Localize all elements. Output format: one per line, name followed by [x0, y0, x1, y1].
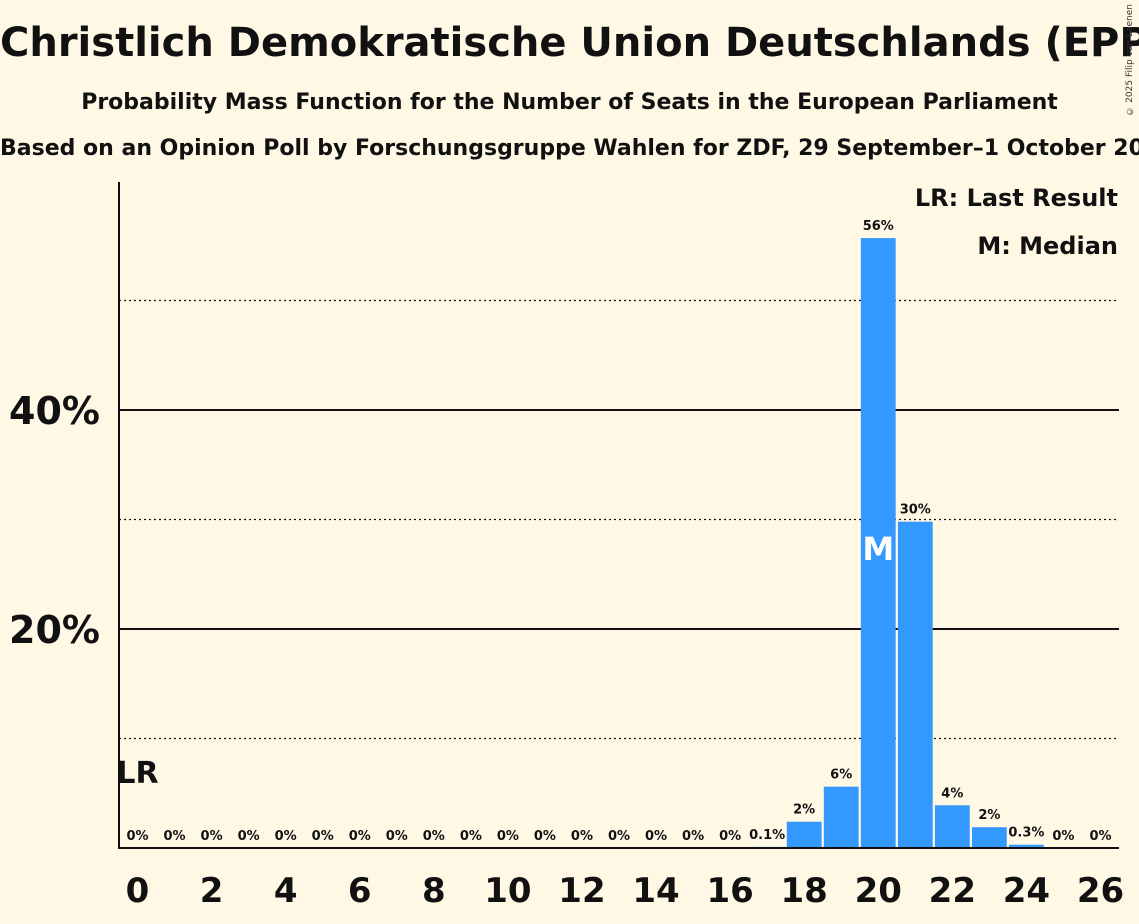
x-tick-label: 22: [929, 871, 976, 911]
bar-label-background: [311, 827, 334, 844]
bar-value-label: 0%: [349, 829, 371, 844]
x-tick-label: 4: [274, 871, 298, 911]
x-tick-label: 24: [1003, 871, 1050, 911]
bar: [823, 786, 859, 848]
bar-value-label: 0%: [497, 829, 519, 844]
bar-value-label: 0%: [201, 829, 223, 844]
bar-label-background: [645, 827, 668, 844]
chart-source: Based on an Opinion Poll by Forschungsgr…: [0, 136, 1139, 161]
bar-value-label: 0%: [423, 829, 445, 844]
bar-value-label: 0%: [126, 829, 148, 844]
bar-value-label: 0%: [386, 829, 408, 844]
bar-value-label: 0%: [164, 829, 186, 844]
bar-value-label: 0%: [608, 829, 630, 844]
bar-label-background: [863, 217, 894, 235]
y-tick-label: 40%: [9, 389, 100, 433]
median-marker: M: [862, 530, 894, 568]
x-tick-label: 16: [706, 871, 753, 911]
bar-value-label: 0%: [238, 829, 260, 844]
bar-label-background: [793, 800, 816, 818]
bar-value-label: 0%: [645, 829, 667, 844]
bar-value-label: 0%: [1052, 829, 1074, 844]
chart-subtitle: Probability Mass Function for the Number…: [81, 90, 1058, 115]
x-tick-label: 18: [781, 871, 828, 911]
bar-label-background: [978, 806, 1001, 824]
y-tick-label: 20%: [9, 608, 100, 652]
bar-label-background: [1007, 823, 1046, 841]
bar-value-label: 2%: [978, 808, 1000, 823]
bar-label-background: [682, 827, 705, 844]
bar-value-label: 6%: [830, 768, 852, 783]
bar-label-background: [496, 827, 519, 844]
bar-label-background: [126, 827, 149, 844]
bar: [786, 821, 822, 848]
bar: [860, 238, 896, 848]
bar-value-label: 0%: [312, 829, 334, 844]
legend-median: M: Median: [977, 232, 1118, 260]
bar-label-background: [830, 765, 853, 783]
bar-value-label: 2%: [793, 803, 815, 818]
last-result-marker: LR: [116, 756, 158, 791]
bar: [934, 805, 970, 848]
bar-label-background: [941, 784, 964, 802]
bar-label-background: [719, 827, 742, 844]
bar-value-label: 0.1%: [749, 828, 785, 843]
x-tick-label: 2: [200, 871, 224, 911]
bar-label-background: [459, 827, 482, 844]
bar-value-label: 0%: [460, 829, 482, 844]
bar-label-background: [237, 827, 260, 844]
bar-label-background: [533, 827, 556, 844]
x-tick-label: 26: [1077, 871, 1124, 911]
bar-label-background: [274, 827, 297, 844]
chart-title: Christlich Demokratische Union Deutschla…: [0, 20, 1139, 66]
x-tick-label: 8: [422, 871, 446, 911]
bar-label-background: [570, 827, 593, 844]
bar-label-background: [608, 827, 630, 844]
bar: [971, 827, 1007, 848]
bar: [1009, 844, 1044, 848]
bar-value-label: 0%: [534, 829, 556, 844]
bar-label-background: [385, 827, 408, 844]
bar-value-label: 0%: [682, 829, 704, 844]
bar-value-label: 4%: [941, 786, 963, 801]
x-tick-label: 10: [484, 871, 531, 911]
bar-value-label: 30%: [900, 503, 931, 518]
bar-label-background: [1052, 827, 1075, 844]
bar-label-background: [748, 825, 787, 843]
x-tick-label: 0: [126, 871, 150, 911]
bar-value-label: 0%: [275, 829, 297, 844]
bar-label-background: [348, 827, 371, 844]
x-tick-label: 20: [855, 871, 902, 911]
bar-label-background: [200, 827, 223, 844]
x-tick-label: 12: [558, 871, 605, 911]
bar-value-label: 56%: [863, 219, 894, 234]
legend-last-result: LR: Last Result: [914, 184, 1118, 212]
bar-value-label: 0.3%: [1008, 826, 1044, 841]
x-tick-label: 14: [632, 871, 679, 911]
bar-label-background: [422, 827, 445, 844]
bar-label-background: [163, 827, 186, 844]
bar-label-background: [900, 500, 931, 518]
bar-value-label: 0%: [719, 829, 741, 844]
bar-value-label: 0%: [571, 829, 593, 844]
bar-label-background: [1089, 827, 1112, 844]
bar-value-label: 0%: [1089, 829, 1111, 844]
x-tick-label: 6: [348, 871, 372, 911]
bar: [897, 521, 933, 848]
